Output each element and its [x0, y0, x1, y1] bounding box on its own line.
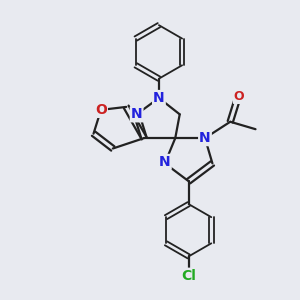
Text: N: N [131, 107, 142, 121]
Text: O: O [234, 90, 244, 103]
Text: Cl: Cl [181, 269, 196, 283]
Text: N: N [199, 131, 211, 145]
Text: N: N [153, 91, 165, 105]
Text: N: N [159, 155, 171, 169]
Text: O: O [95, 103, 107, 117]
